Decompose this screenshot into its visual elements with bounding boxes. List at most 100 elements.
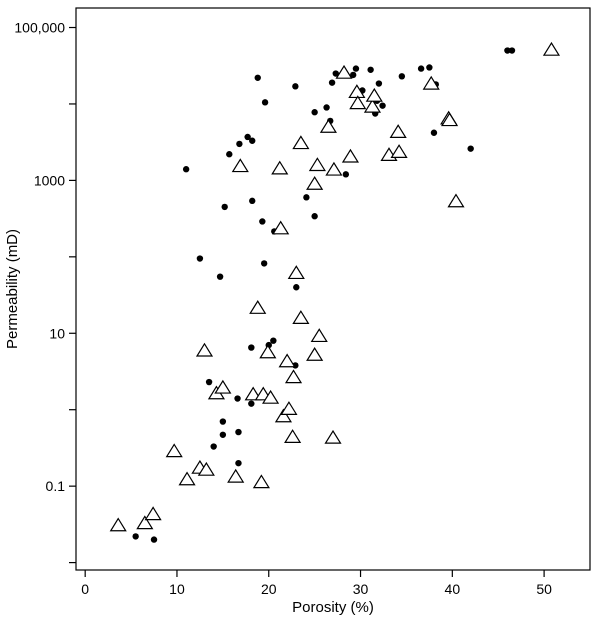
circle-point: [342, 171, 350, 178]
y-tick-label: 1000: [34, 172, 65, 188]
triangle-point: [341, 148, 360, 163]
circle-point: [248, 400, 255, 407]
triangle-point: [197, 461, 215, 476]
triangle-point: [252, 474, 270, 489]
circle-point: [292, 83, 299, 90]
circle-point: [270, 337, 277, 344]
triangle-point: [136, 515, 154, 530]
triangle-point: [195, 342, 214, 357]
circle-point: [504, 47, 511, 54]
circle-point: [467, 145, 474, 152]
triangle-point: [349, 95, 367, 110]
triangle-point: [363, 98, 382, 113]
circle-point: [219, 431, 227, 438]
circle-point: [352, 65, 360, 72]
triangle-point: [284, 429, 302, 443]
triangle-point: [306, 175, 324, 190]
triangle-point: [292, 310, 310, 324]
circle-point: [398, 73, 406, 80]
triangle-point: [109, 517, 127, 532]
x-tick-label: 0: [81, 581, 89, 597]
circle-point: [328, 79, 336, 86]
plot-frame: [75, 7, 591, 571]
circle-point: [132, 533, 139, 540]
triangle-point: [280, 401, 298, 415]
triangle-point: [227, 468, 245, 483]
circle-point: [205, 378, 213, 386]
triangle-point: [447, 193, 465, 208]
triangle-point: [422, 75, 440, 90]
triangle-point: [308, 157, 326, 172]
triangle-point: [319, 118, 337, 133]
x-axis-title: Porosity (%): [292, 599, 374, 616]
circle-point: [254, 74, 261, 81]
triangle-point: [278, 353, 296, 368]
plot-border: [75, 7, 591, 571]
triangle-point: [272, 220, 290, 235]
circle-point: [244, 133, 251, 141]
circle-point: [235, 459, 242, 467]
circle-point: [261, 99, 269, 106]
y-axis: 0.1 10 1000 100,000: [14, 20, 76, 564]
circle-point: [249, 197, 256, 205]
circle-point: [210, 443, 217, 450]
x-tick-label: 50: [536, 581, 552, 597]
circle-point: [417, 65, 425, 72]
circle-point: [332, 70, 339, 77]
circle-point: [430, 129, 438, 136]
circle-point: [248, 344, 255, 351]
circle-point: [379, 102, 386, 109]
x-axis: 0 10 20 30 40 50: [81, 570, 552, 597]
triangle-point: [284, 369, 303, 384]
triangle-point: [440, 112, 459, 127]
triangle-point: [365, 87, 383, 102]
triangle-point: [324, 429, 342, 444]
circle-point: [293, 284, 300, 291]
triangle-point: [306, 346, 324, 361]
circle-point: [221, 203, 228, 211]
circle-point: [196, 255, 204, 262]
data-points: [109, 41, 561, 543]
circle-point: [226, 151, 233, 158]
y-tick-label: 10: [49, 325, 65, 341]
triangle-point: [249, 299, 267, 314]
triangle-point: [231, 158, 249, 173]
triangle-point: [389, 124, 407, 139]
triangle-point: [165, 443, 183, 458]
y-axis-title: Permeability (mD): [4, 229, 21, 349]
triangle-point: [262, 389, 280, 404]
circle-point: [236, 140, 243, 148]
circle-point: [349, 71, 357, 79]
circle-point: [323, 104, 330, 111]
circle-point: [426, 64, 433, 71]
circle-point: [249, 137, 256, 144]
circle-point: [182, 166, 190, 173]
triangle-point: [335, 64, 353, 79]
triangle-point: [259, 344, 277, 359]
circle-point: [260, 260, 268, 267]
circle-point: [259, 218, 266, 225]
triangle-point: [274, 408, 293, 423]
x-tick-label: 40: [445, 581, 461, 597]
circle-point: [235, 428, 242, 436]
circle-point: [367, 66, 374, 73]
circle-point: [375, 80, 383, 87]
y-tick-label: 100,000: [14, 20, 65, 36]
triangle-point: [542, 41, 561, 56]
triangle-point: [244, 386, 262, 401]
triangle-point: [325, 161, 343, 176]
triangle-point: [178, 471, 196, 486]
triangle-point: [390, 144, 408, 158]
circle-point: [150, 536, 158, 543]
circle-point: [216, 273, 224, 280]
circle-point: [508, 47, 516, 54]
x-tick-label: 10: [169, 581, 185, 597]
circle-point: [219, 418, 227, 425]
triangle-point: [214, 379, 232, 394]
y-tick-label: 0.1: [46, 478, 66, 494]
triangle-point: [271, 160, 289, 175]
triangle-point: [144, 506, 162, 521]
triangle-point: [292, 135, 310, 150]
circle-point: [234, 395, 241, 402]
